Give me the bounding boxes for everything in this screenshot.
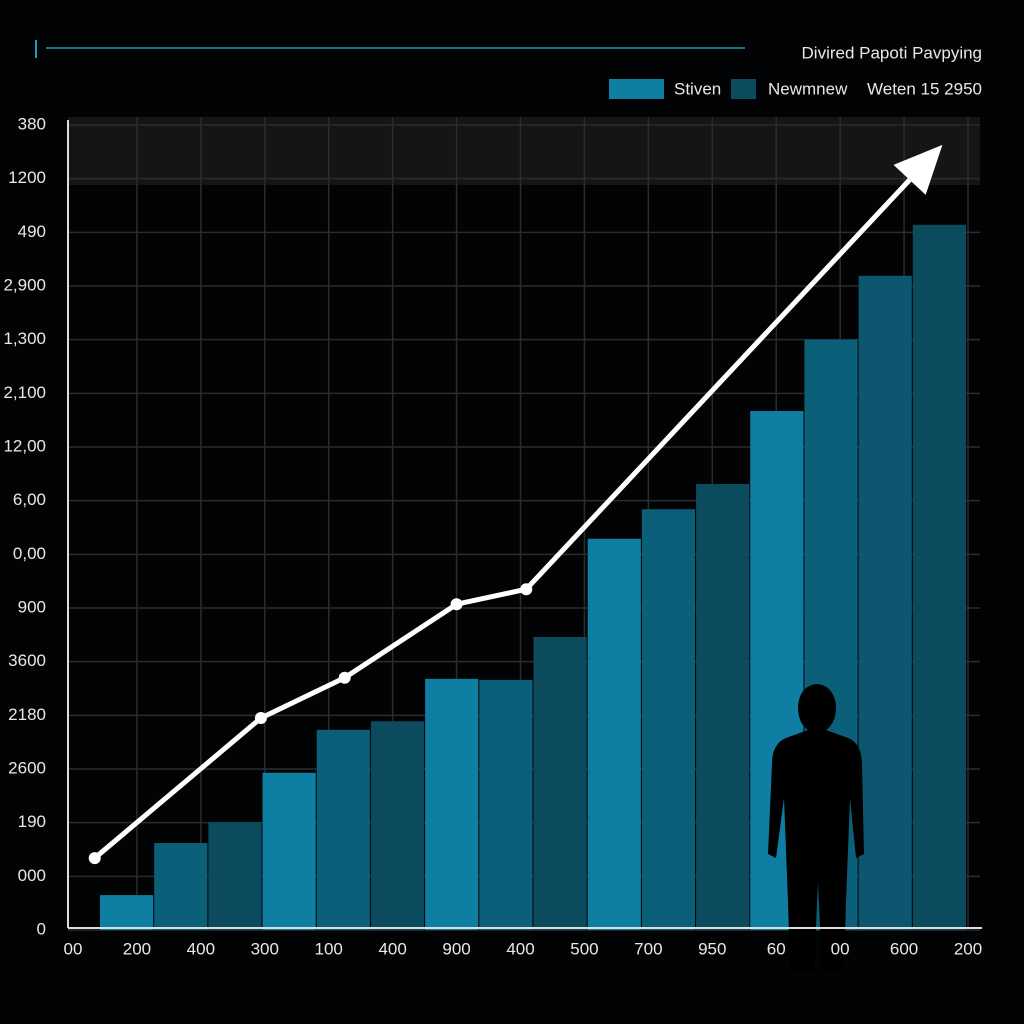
arrow-head xyxy=(893,144,943,195)
y-tick-label: 12,00 xyxy=(3,436,46,455)
bar xyxy=(370,721,425,930)
x-tick-label: 900 xyxy=(442,939,470,958)
y-tick-label: 0,00 xyxy=(13,544,46,563)
y-tick-label: 000 xyxy=(18,866,46,885)
line-point xyxy=(338,671,351,684)
legend-note: Weten 15 2950 xyxy=(867,79,982,98)
y-tick-label: 2,100 xyxy=(3,383,46,402)
y-tick-label: 2,900 xyxy=(3,275,46,294)
y-tick-label: 1200 xyxy=(8,168,46,187)
bar xyxy=(533,636,587,930)
legend-label: Newmnew xyxy=(768,79,848,98)
y-tick-label: 2180 xyxy=(8,705,46,724)
bar xyxy=(912,224,966,930)
x-tick-label: 300 xyxy=(251,939,279,958)
bar xyxy=(154,843,208,930)
legend-swatch xyxy=(731,79,756,99)
x-tick-label: 00 xyxy=(64,939,83,958)
bar xyxy=(479,679,533,930)
x-tick-label: 100 xyxy=(315,939,343,958)
x-tick-label: 400 xyxy=(506,939,534,958)
y-tick-label: 190 xyxy=(18,812,46,831)
y-tick-label: 6,00 xyxy=(13,490,46,509)
top-band xyxy=(68,117,980,185)
x-tick-label: 950 xyxy=(698,939,726,958)
line-point xyxy=(254,712,267,725)
bar xyxy=(641,509,696,930)
x-tick-label: 400 xyxy=(378,939,406,958)
line-point xyxy=(450,598,463,611)
bar xyxy=(858,275,912,930)
marks xyxy=(88,144,966,931)
x-tick-label: 00 xyxy=(831,939,850,958)
y-tick-label: 0 xyxy=(37,919,46,938)
bar xyxy=(696,484,750,930)
line-point xyxy=(88,852,101,865)
y-tick-label: 1,300 xyxy=(3,329,46,348)
x-tick-label: 400 xyxy=(187,939,215,958)
legend-swatch xyxy=(609,79,664,99)
bar xyxy=(262,772,316,930)
x-tick-label: 200 xyxy=(954,939,982,958)
x-tick-label: 600 xyxy=(890,939,918,958)
bar xyxy=(208,822,262,930)
x-tick-label: 500 xyxy=(570,939,598,958)
x-tick-label: 700 xyxy=(634,939,662,958)
line-point xyxy=(520,583,533,596)
bar xyxy=(587,538,641,930)
y-tick-label: 2600 xyxy=(8,758,46,777)
y-tick-label: 380 xyxy=(18,114,46,133)
chart-title: Divired Papoti Pavpying xyxy=(802,43,982,62)
y-tick-label: 900 xyxy=(18,597,46,616)
y-tick-label: 490 xyxy=(18,222,46,241)
person-silhouette xyxy=(768,684,864,972)
y-tick-label: 3600 xyxy=(8,651,46,670)
trend-line xyxy=(93,178,912,860)
bar xyxy=(425,678,479,930)
x-tick-label: 60 xyxy=(767,939,786,958)
x-tick-label: 200 xyxy=(123,939,151,958)
bar xyxy=(100,895,154,930)
legend-label: Stiven xyxy=(674,79,721,98)
bar xyxy=(316,729,370,930)
